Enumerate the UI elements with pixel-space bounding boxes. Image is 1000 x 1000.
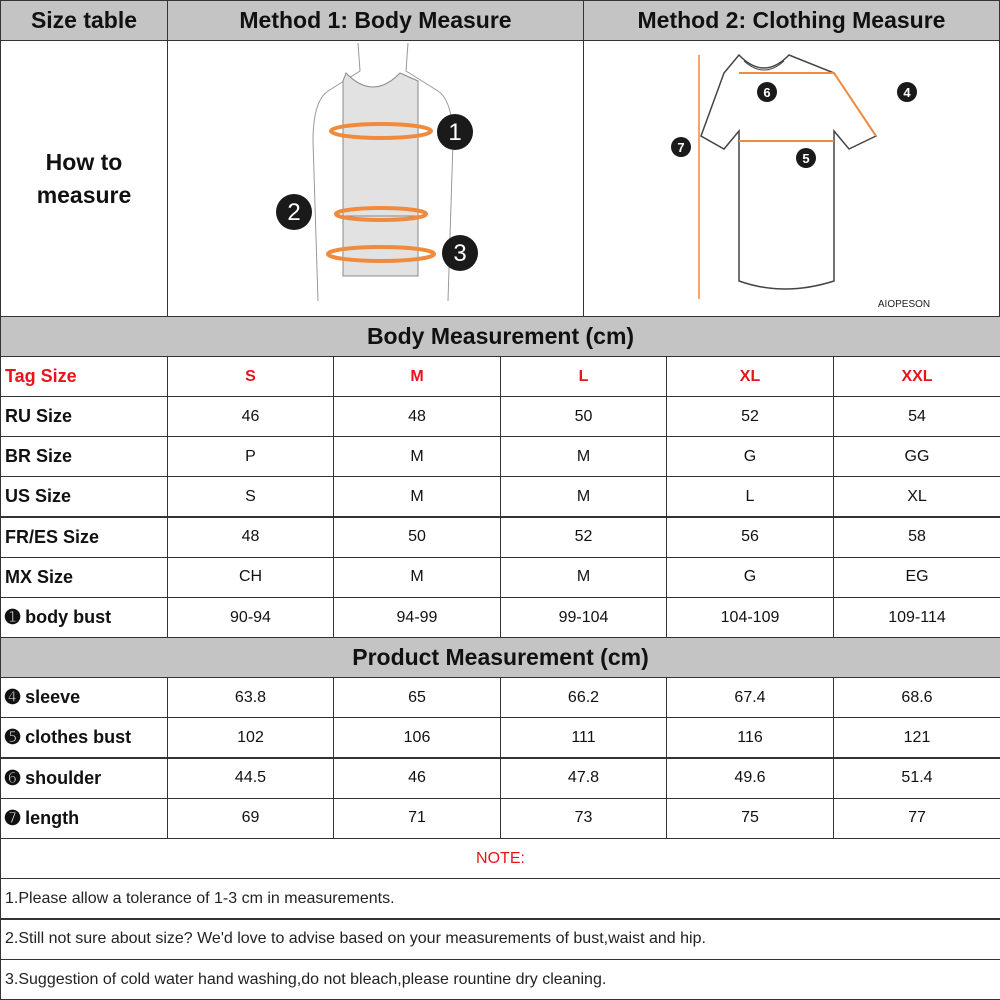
- body-row-label: FR/ES Size: [0, 516, 168, 558]
- body-row-value: 50: [333, 516, 501, 558]
- body-row-value: G: [666, 556, 834, 598]
- marker-7: 7: [677, 140, 684, 155]
- product-row-value: 77: [833, 797, 1000, 839]
- product-row-value: 71: [333, 797, 501, 839]
- body-row-value: P: [167, 436, 334, 478]
- body-row-value: M: [333, 556, 501, 598]
- product-row-value: 68.6: [833, 677, 1000, 718]
- tag-size-row-label: Tag Size: [0, 356, 168, 397]
- body-row-value: M: [500, 476, 667, 518]
- body-row-value: 46: [167, 396, 334, 437]
- note-title: NOTE:: [0, 838, 1000, 879]
- body-row-label: RU Size: [0, 396, 168, 437]
- body-row-value: M: [500, 436, 667, 478]
- body-row-value: 94-99: [333, 597, 501, 638]
- clothing-measure-illustration: 6 4 5 7 AIOPESON: [583, 40, 1000, 317]
- body-row-value: S: [167, 476, 334, 518]
- product-row-value: 44.5: [167, 757, 334, 799]
- product-row-value: 49.6: [666, 757, 834, 799]
- product-row-label: ➐ length: [0, 797, 168, 839]
- method1-header: Method 1: Body Measure: [167, 0, 584, 41]
- tag-size-row-value: XXL: [833, 356, 1000, 397]
- body-row-value: 99-104: [500, 597, 667, 638]
- body-measurement-section-header: Body Measurement (cm): [0, 316, 1000, 357]
- method2-header: Method 2: Clothing Measure: [583, 0, 1000, 41]
- tag-size-row-value: L: [500, 356, 667, 397]
- body-row-value: EG: [833, 556, 1000, 598]
- body-row-label: US Size: [0, 476, 168, 518]
- product-row-value: 106: [333, 717, 501, 759]
- product-row-value: 69: [167, 797, 334, 839]
- product-row-value: 47.8: [500, 757, 667, 799]
- body-row-value: M: [333, 476, 501, 518]
- body-row-value: 90-94: [167, 597, 334, 638]
- marker-1: 1: [448, 119, 461, 146]
- product-row-value: 65: [333, 677, 501, 718]
- tag-size-row-value: XL: [666, 356, 834, 397]
- marker-5: 5: [802, 151, 809, 166]
- body-row-value: G: [666, 436, 834, 478]
- body-row-label: ➊ body bust: [0, 597, 168, 638]
- product-row-value: 66.2: [500, 677, 667, 718]
- product-row-value: 111: [500, 717, 667, 759]
- note-item: 2.Still not sure about size? We'd love t…: [0, 918, 1000, 960]
- product-row-value: 46: [333, 757, 501, 799]
- product-row-label: ➎ clothes bust: [0, 717, 168, 759]
- body-row-value: M: [333, 436, 501, 478]
- body-row-value: 50: [500, 396, 667, 437]
- body-row-value: 48: [167, 516, 334, 558]
- body-row-value: 58: [833, 516, 1000, 558]
- body-row-value: 52: [666, 396, 834, 437]
- body-row-value: L: [666, 476, 834, 518]
- body-row-value: 109-114: [833, 597, 1000, 638]
- body-row-value: CH: [167, 556, 334, 598]
- body-row-label: BR Size: [0, 436, 168, 478]
- body-row-value: 54: [833, 396, 1000, 437]
- product-row-label: ➏ shoulder: [0, 757, 168, 799]
- product-row-value: 73: [500, 797, 667, 839]
- product-row-value: 63.8: [167, 677, 334, 718]
- note-item: 3.Suggestion of cold water hand washing,…: [0, 959, 1000, 1000]
- product-row-value: 121: [833, 717, 1000, 759]
- product-row-value: 75: [666, 797, 834, 839]
- marker-2: 2: [287, 199, 300, 226]
- body-measure-illustration: 1 2 3: [167, 40, 584, 317]
- body-row-value: 56: [666, 516, 834, 558]
- product-row-value: 116: [666, 717, 834, 759]
- note-item: 1.Please allow a tolerance of 1-3 cm in …: [0, 878, 1000, 919]
- body-row-label: MX Size: [0, 556, 168, 598]
- how-to-measure-label: How to measure: [0, 40, 168, 317]
- product-row-value: 67.4: [666, 677, 834, 718]
- marker-4: 4: [903, 85, 911, 100]
- product-row-label: ➍ sleeve: [0, 677, 168, 718]
- product-row-value: 51.4: [833, 757, 1000, 799]
- body-row-value: 48: [333, 396, 501, 437]
- tag-size-row-value: S: [167, 356, 334, 397]
- body-row-value: 52: [500, 516, 667, 558]
- tag-size-row-value: M: [333, 356, 501, 397]
- size-table-header: Size table: [0, 0, 168, 41]
- product-measurement-section-header: Product Measurement (cm): [0, 637, 1000, 678]
- product-row-value: 102: [167, 717, 334, 759]
- marker-3: 3: [453, 240, 466, 267]
- body-row-value: GG: [833, 436, 1000, 478]
- body-row-value: XL: [833, 476, 1000, 518]
- brand-mark: AIOPESON: [878, 299, 930, 310]
- marker-6: 6: [763, 85, 770, 100]
- body-row-value: 104-109: [666, 597, 834, 638]
- body-row-value: M: [500, 556, 667, 598]
